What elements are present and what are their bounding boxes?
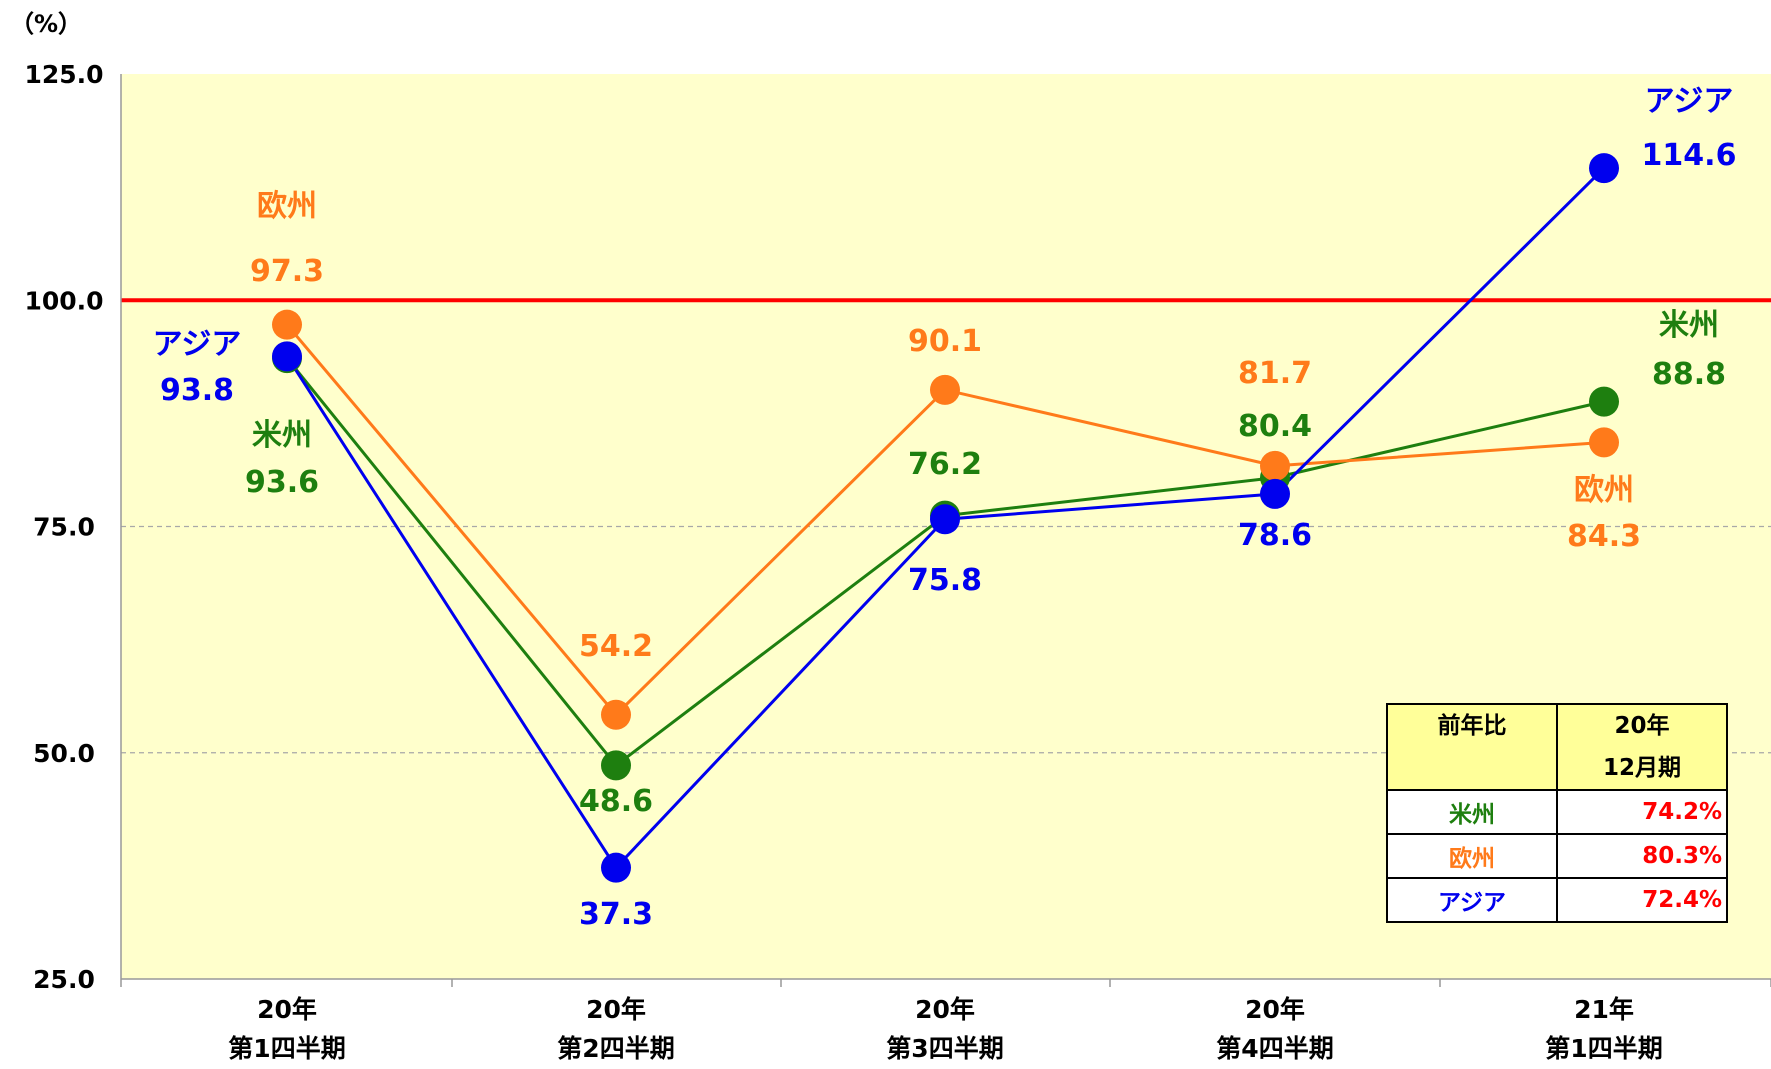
series-name-label: 欧州 <box>257 189 317 224</box>
data-value-label: 75.8 <box>908 563 982 598</box>
data-value-label: 114.6 <box>1642 138 1737 173</box>
data-point <box>601 852 631 883</box>
table-header-name: 前年比 <box>1386 703 1558 791</box>
series-name-label: 欧州 <box>1574 473 1634 508</box>
table-header-period: 20年 12月期 <box>1556 703 1728 791</box>
data-point <box>601 699 631 730</box>
x-tick-label: 第4四半期 <box>1216 1034 1333 1063</box>
x-tick-label: 第1四半期 <box>228 1034 345 1063</box>
x-tick-label: 第3四半期 <box>886 1034 1003 1063</box>
table-row-name: アジア <box>1386 877 1558 923</box>
x-tick-label: 21年 <box>1574 995 1634 1024</box>
table-row-value: 74.2% <box>1556 789 1728 835</box>
data-point <box>930 504 960 535</box>
y-tick-label: 125.0 <box>24 60 103 89</box>
data-value-label: 84.3 <box>1567 519 1641 554</box>
table-row: 米州 74.2% <box>1386 789 1728 835</box>
x-tick-label: 第2四半期 <box>557 1034 674 1063</box>
data-value-label: 97.3 <box>250 254 324 289</box>
data-value-label: 93.8 <box>160 373 234 408</box>
data-value-label: 78.6 <box>1238 518 1312 553</box>
series-name-label: 米州 <box>1659 308 1719 343</box>
data-point <box>272 341 302 372</box>
y-tick-label: 25.0 <box>33 965 95 994</box>
data-point <box>1589 153 1619 184</box>
data-point <box>601 750 631 781</box>
x-tick-label: 20年 <box>915 995 975 1024</box>
table-row: 欧州 80.3% <box>1386 833 1728 879</box>
data-value-label: 48.6 <box>579 784 653 819</box>
table-row-value: 72.4% <box>1556 877 1728 923</box>
data-value-label: 88.8 <box>1652 357 1726 392</box>
data-point <box>930 374 960 405</box>
table-row-value: 80.3% <box>1556 833 1728 879</box>
table-row: アジア 72.4% <box>1386 877 1728 923</box>
data-point <box>1260 478 1290 509</box>
x-tick-label: 20年 <box>586 995 646 1024</box>
data-value-label: 81.7 <box>1238 356 1312 391</box>
table-row-name: 欧州 <box>1386 833 1558 879</box>
data-point <box>1589 427 1619 458</box>
data-point <box>1260 450 1290 481</box>
y-tick-label: 50.0 <box>33 739 95 768</box>
data-value-label: 80.4 <box>1238 409 1312 444</box>
data-value-label: 54.2 <box>579 629 653 664</box>
series-name-label: アジア <box>153 327 242 362</box>
y-tick-label: 75.0 <box>33 513 95 542</box>
data-point <box>1589 386 1619 417</box>
data-value-label: 90.1 <box>908 324 982 359</box>
y-tick-label: 100.0 <box>24 286 103 315</box>
x-tick-label: 20年 <box>257 995 317 1024</box>
data-value-label: 93.6 <box>245 465 319 500</box>
table-row-name: 米州 <box>1386 789 1558 835</box>
table-header-month: 12月期 <box>1602 755 1681 781</box>
series-name-label: 米州 <box>252 418 312 453</box>
series-name-label: アジア <box>1645 84 1734 119</box>
data-value-label: 76.2 <box>908 447 982 482</box>
table-header-year: 20年 <box>1614 713 1670 739</box>
x-tick-label: 20年 <box>1245 995 1305 1024</box>
y-axis-unit: （%） <box>10 10 82 38</box>
x-tick-label: 第1四半期 <box>1545 1034 1662 1063</box>
data-value-label: 37.3 <box>579 897 653 932</box>
summary-table: 前年比 20年 12月期 米州 74.2% 欧州 80.3% アジア 72.4% <box>1386 703 1728 923</box>
data-point <box>272 309 302 340</box>
table-header-label: 前年比 <box>1437 713 1507 739</box>
